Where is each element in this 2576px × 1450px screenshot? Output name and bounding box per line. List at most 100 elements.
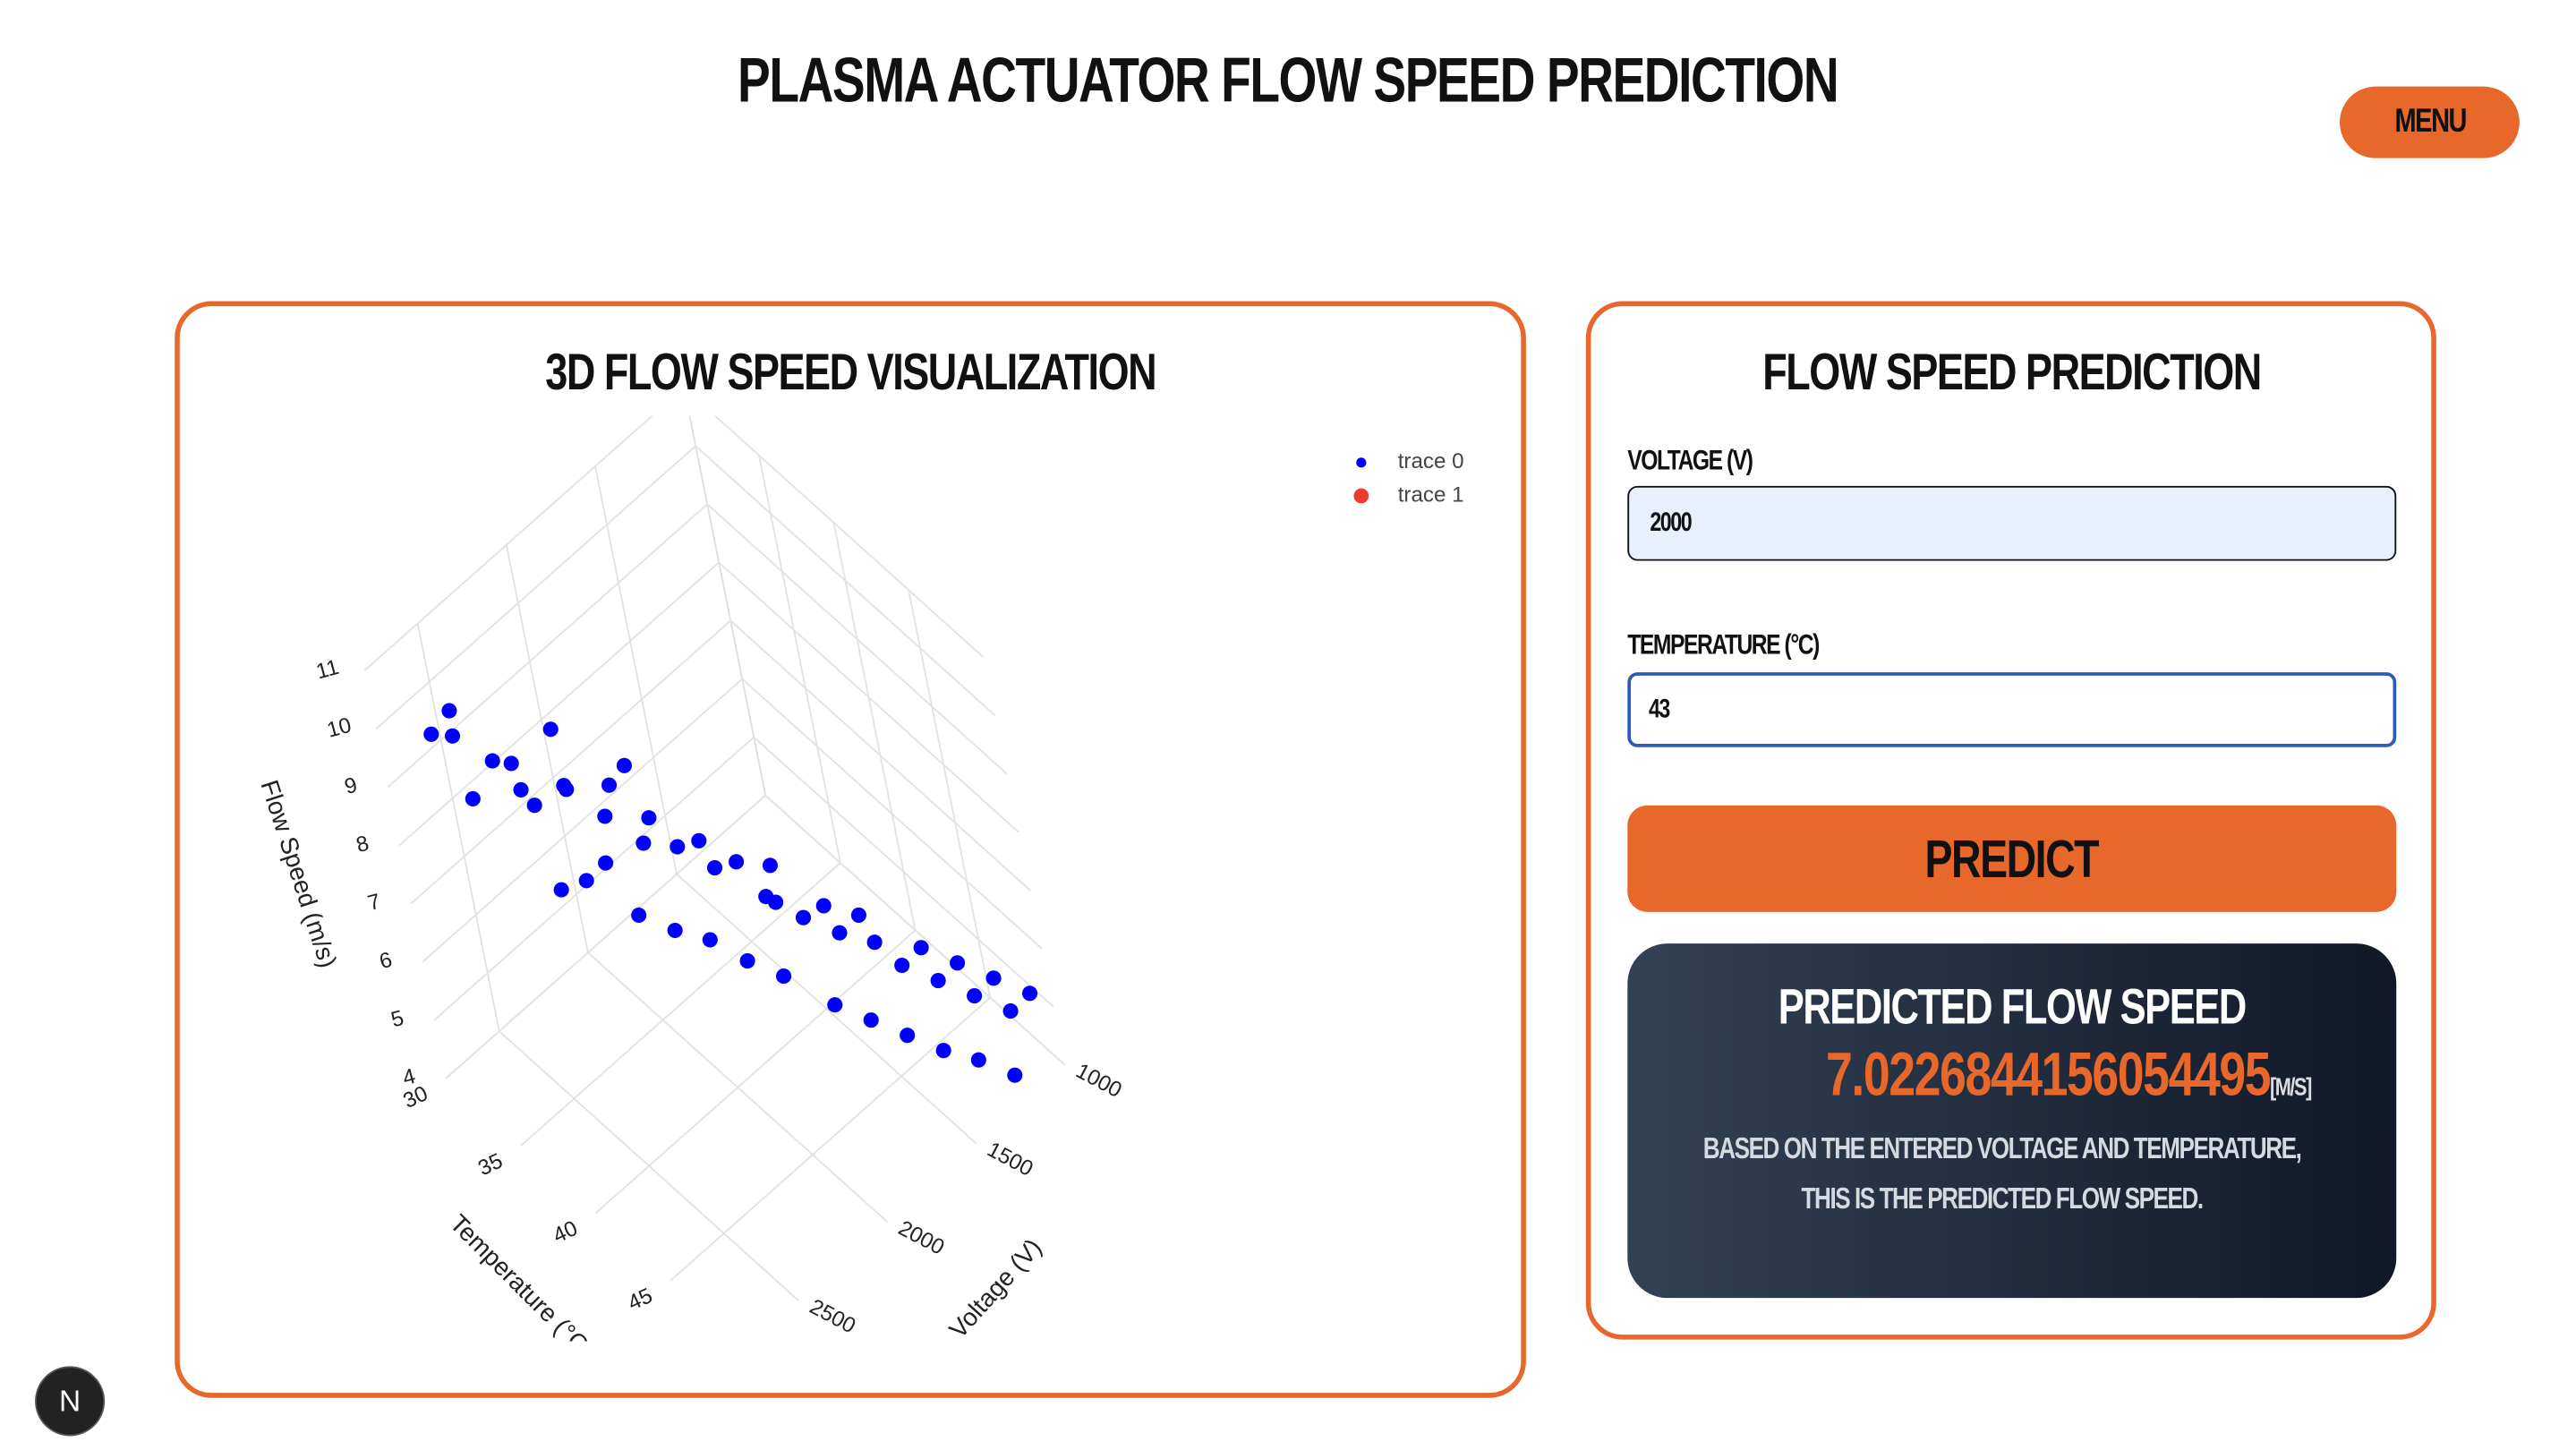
data-point (578, 873, 594, 889)
legend-marker (1353, 488, 1369, 504)
menu-button[interactable]: MENU (2340, 86, 2520, 158)
grid-line (505, 544, 589, 953)
data-point (503, 755, 519, 772)
card-title: 3D FLOW SPEED VISUALIZATION (180, 343, 1522, 403)
x-tick-label: 2000 (894, 1216, 948, 1260)
data-point (598, 855, 614, 871)
data-point (1021, 985, 1038, 1002)
grid-line (594, 929, 917, 1215)
data-point (950, 955, 966, 971)
result-title: PREDICTED FLOW SPEED (1627, 980, 2396, 1036)
grid-line (706, 503, 1008, 775)
z-tick-label: 6 (377, 948, 395, 975)
grid-line (416, 623, 500, 1032)
card-title: FLOW SPEED PREDICTION (1591, 343, 2431, 403)
grid-line (753, 736, 1054, 1008)
data-point (484, 753, 500, 769)
temperature-label: TEMPERATURE (°C) (1627, 628, 1820, 661)
y-tick-label: 45 (624, 1284, 656, 1316)
data-point (967, 988, 983, 1004)
voltage-value: 2000 (1650, 508, 1692, 537)
grid-line (422, 678, 743, 963)
grid-line (832, 522, 917, 931)
data-point (739, 952, 755, 969)
grid-line (718, 561, 1019, 833)
result-title-text: PREDICTED FLOW SPEED (1778, 980, 2248, 1036)
data-point (970, 1052, 986, 1068)
voltage-label: VOLTAGE (V) (1627, 444, 1753, 476)
data-point (691, 832, 707, 849)
data-point (641, 810, 657, 826)
x-tick-label: 1500 (983, 1138, 1036, 1181)
data-point (866, 934, 883, 951)
data-point (768, 894, 784, 910)
z-tick-label: 7 (365, 890, 383, 917)
data-point (597, 808, 613, 824)
data-point (635, 835, 652, 851)
result-panel: PREDICTED FLOW SPEED 7.0226844156054495[… (1627, 943, 2397, 1299)
data-point (930, 972, 946, 989)
legend-label: trace 1 (1398, 482, 1464, 507)
voltage-input[interactable]: 2000 (1627, 485, 2397, 561)
grid-line (520, 862, 841, 1147)
data-point (526, 798, 542, 814)
grid-line (445, 795, 766, 1079)
z-axis-title: Flow Speed (m/s) (255, 777, 342, 971)
predict-button[interactable]: PREDICT (1627, 805, 2397, 912)
prediction-card: FLOW SPEED PREDICTION VOLTAGE (V) 2000 T… (1585, 301, 2436, 1340)
data-point (827, 997, 843, 1013)
grid-line (594, 465, 678, 874)
grid-line (741, 678, 1043, 950)
z-tick-label: 10 (325, 713, 354, 743)
grid-line (670, 996, 991, 1282)
data-point (616, 757, 633, 773)
framework-badge[interactable]: N (35, 1366, 106, 1437)
badge-letter: N (59, 1383, 81, 1418)
result-description-text: BASED ON THE ENTERED VOLTAGE AND TEMPERA… (1702, 1131, 2302, 1215)
data-point (465, 790, 481, 807)
data-point (795, 909, 812, 925)
data-point (729, 854, 745, 870)
grid-line (713, 415, 985, 659)
data-point (423, 726, 439, 742)
page-title-text: PLASMA ACTUATOR FLOW SPEED PREDICTION (738, 47, 1839, 117)
z-tick-label: 9 (342, 773, 360, 800)
data-point (776, 968, 792, 985)
data-point (631, 907, 647, 924)
data-point (601, 777, 618, 793)
data-point (556, 778, 572, 794)
temperature-input[interactable]: 43 (1627, 672, 2397, 747)
result-unit: [M/S] (2270, 1073, 2312, 1102)
data-point (702, 932, 718, 948)
data-point (894, 957, 910, 974)
data-point (985, 970, 1002, 986)
z-tick-label: 11 (313, 655, 341, 685)
grid-line (757, 455, 841, 864)
y-tick-label: 35 (474, 1148, 507, 1181)
data-point (706, 860, 723, 876)
data-point (913, 940, 929, 956)
legend-label: trace 0 (1398, 449, 1464, 473)
data-point (762, 857, 778, 874)
page-title: PLASMA ACTUATOR FLOW SPEED PREDICTION (0, 47, 2576, 118)
grid-line (433, 736, 755, 1021)
data-point (670, 839, 686, 855)
data-point (553, 882, 569, 898)
grid-line (695, 445, 996, 717)
result-description: BASED ON THE ENTERED VOLTAGE AND TEMPERA… (1658, 1123, 2367, 1224)
data-point (441, 703, 457, 719)
grid-line (908, 589, 992, 998)
menu-label: MENU (2393, 103, 2467, 141)
data-point (850, 907, 866, 924)
x-tick-label: 1000 (1072, 1059, 1126, 1103)
x-axis-title: Voltage (V) (943, 1233, 1046, 1343)
z-tick-label: 5 (388, 1006, 406, 1033)
card-title-text: 3D FLOW SPEED VISUALIZATION (545, 342, 1156, 402)
grid-line (410, 619, 731, 905)
data-point (863, 1012, 879, 1028)
grid-line (398, 561, 720, 847)
temperature-value: 43 (1648, 695, 1670, 723)
data-point (935, 1043, 951, 1059)
